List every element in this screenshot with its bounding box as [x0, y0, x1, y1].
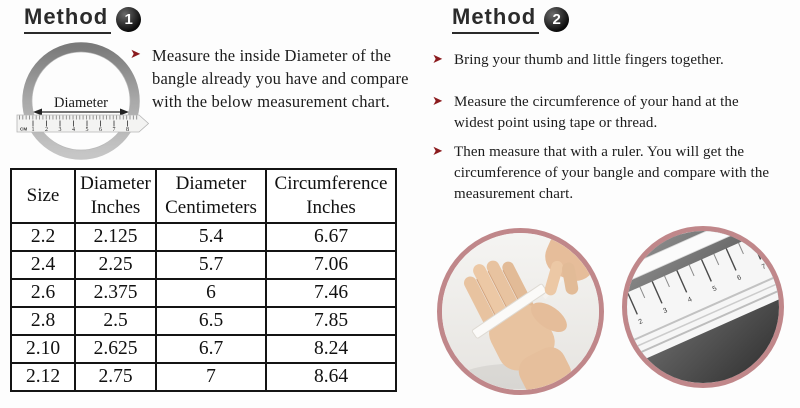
- svg-text:6: 6: [99, 127, 102, 133]
- ruler-unit-label: CM: [20, 127, 27, 132]
- svg-text:2: 2: [638, 318, 645, 326]
- svg-text:4: 4: [687, 296, 694, 304]
- bullet-arrow-icon: ➤: [432, 144, 443, 159]
- table-row: 2.4 2.25 5.7 7.06: [10, 250, 397, 280]
- method2-instruction-2-text: Measure the circumference of your hand a…: [454, 94, 739, 131]
- svg-text:4: 4: [72, 127, 75, 133]
- svg-text:2: 2: [45, 127, 48, 133]
- ruler-measurement-photo: 1 2 3 4 5 6 7 8 cm: [622, 226, 784, 388]
- svg-text:5: 5: [86, 127, 89, 133]
- bangle-ring: [22, 42, 140, 160]
- table-row: 2.6 2.375 6 7.46: [10, 278, 397, 308]
- svg-text:1: 1: [32, 127, 35, 133]
- hand-with-tape-illustration: [442, 233, 599, 390]
- method2-heading: Method 2: [452, 4, 570, 34]
- cell: 2.625: [74, 334, 157, 364]
- cell: 6: [155, 278, 267, 308]
- table-row: 2.2 2.125 5.4 6.67: [10, 222, 397, 252]
- cell: 5.4: [155, 222, 267, 252]
- ruler-with-strip-illustration: 1 2 3 4 5 6 7 8 cm: [627, 231, 779, 383]
- bullet-arrow-icon: ➤: [432, 52, 443, 67]
- svg-text:6: 6: [736, 274, 743, 282]
- cell: 5.7: [155, 250, 267, 280]
- method1-heading: Method 1: [24, 4, 142, 34]
- header-circumference-inches: Circumference Inches: [265, 168, 397, 224]
- svg-text:8: 8: [126, 127, 129, 133]
- table-row: 2.8 2.5 6.5 7.85: [10, 306, 397, 336]
- bullet-arrow-icon: ➤: [432, 94, 443, 109]
- method2-instruction-3-text: Then measure that with a ruler. You will…: [454, 144, 770, 202]
- table-header-row: Size Diameter Inches Diameter Centimeter…: [10, 168, 397, 224]
- measurement-chart-table: Size Diameter Inches Diameter Centimeter…: [10, 168, 397, 392]
- method1-instruction-text: Measure the inside Diameter of the bangl…: [152, 46, 409, 111]
- svg-text:7: 7: [113, 127, 116, 133]
- cell: 2.8: [10, 306, 76, 336]
- small-ruler: 1 2 3 4 5 6 7 8 CM: [16, 114, 150, 133]
- cell: 6.67: [265, 222, 397, 252]
- table-row: 2.12 2.75 7 8.64: [10, 362, 397, 392]
- bangle-diameter-figure: Diameter 1 2 3 4 5 6 7: [12, 38, 152, 170]
- method1-instruction: ➤ Measure the inside Diameter of the ban…: [130, 44, 430, 113]
- cell: 2.2: [10, 222, 76, 252]
- bangle-ring-inner-edge: [31, 51, 131, 151]
- cell: 2.10: [10, 334, 76, 364]
- diameter-arrow: [33, 108, 129, 116]
- cell: 7.06: [265, 250, 397, 280]
- cell: 2.75: [74, 362, 157, 392]
- number-1-badge-icon: 1: [116, 6, 142, 32]
- cell: 2.25: [74, 250, 157, 280]
- cell: 2.5: [74, 306, 157, 336]
- cell: 8.24: [265, 334, 397, 364]
- svg-text:3: 3: [59, 127, 62, 133]
- cell: 6.5: [155, 306, 267, 336]
- cell: 2.4: [10, 250, 76, 280]
- hand-measurement-photo: [437, 228, 604, 395]
- svg-text:7: 7: [761, 263, 768, 271]
- method2-instructions: ➤ Bring your thumb and little fingers to…: [432, 50, 792, 205]
- cell: 2.375: [74, 278, 157, 308]
- ruler-numbers: 1 2 3 4 5 6 7 8: [32, 127, 130, 133]
- header-size: Size: [10, 168, 76, 224]
- table-row: 2.10 2.625 6.7 8.24: [10, 334, 397, 364]
- method2-instruction-3: ➤ Then measure that with a ruler. You wi…: [432, 142, 792, 205]
- cell: 8.64: [265, 362, 397, 392]
- method2-title: Method: [452, 4, 540, 34]
- cell: 7.46: [265, 278, 397, 308]
- main-hand: [463, 260, 572, 390]
- cell: 2.6: [10, 278, 76, 308]
- bangle-illustration: Diameter 1 2 3 4 5 6 7: [16, 42, 150, 160]
- method2-instruction-2: ➤ Measure the circumference of your hand…: [432, 92, 792, 134]
- diameter-label: Diameter: [54, 95, 108, 111]
- big-ruler-numbers: 1 2 3 4 5 6 7 8: [638, 263, 768, 326]
- bullet-arrow-icon: ➤: [130, 47, 141, 62]
- svg-text:5: 5: [712, 285, 719, 293]
- method2-instruction-1: ➤ Bring your thumb and little fingers to…: [432, 50, 792, 71]
- cell: 6.7: [155, 334, 267, 364]
- cell: 7: [155, 362, 267, 392]
- tape-band: [471, 283, 547, 339]
- cell: 2.12: [10, 362, 76, 392]
- number-2-badge-icon: 2: [544, 6, 570, 32]
- ruler-major-ticks: [32, 120, 128, 127]
- method1-title: Method: [24, 4, 112, 34]
- cell: 7.85: [265, 306, 397, 336]
- cell: 2.125: [74, 222, 157, 252]
- header-diameter-centimeters: Diameter Centimeters: [155, 168, 267, 224]
- svg-text:3: 3: [662, 307, 669, 315]
- method2-instruction-1-text: Bring your thumb and little fingers toge…: [454, 52, 724, 68]
- measured-strip: [627, 231, 740, 307]
- header-diameter-inches: Diameter Inches: [74, 168, 157, 224]
